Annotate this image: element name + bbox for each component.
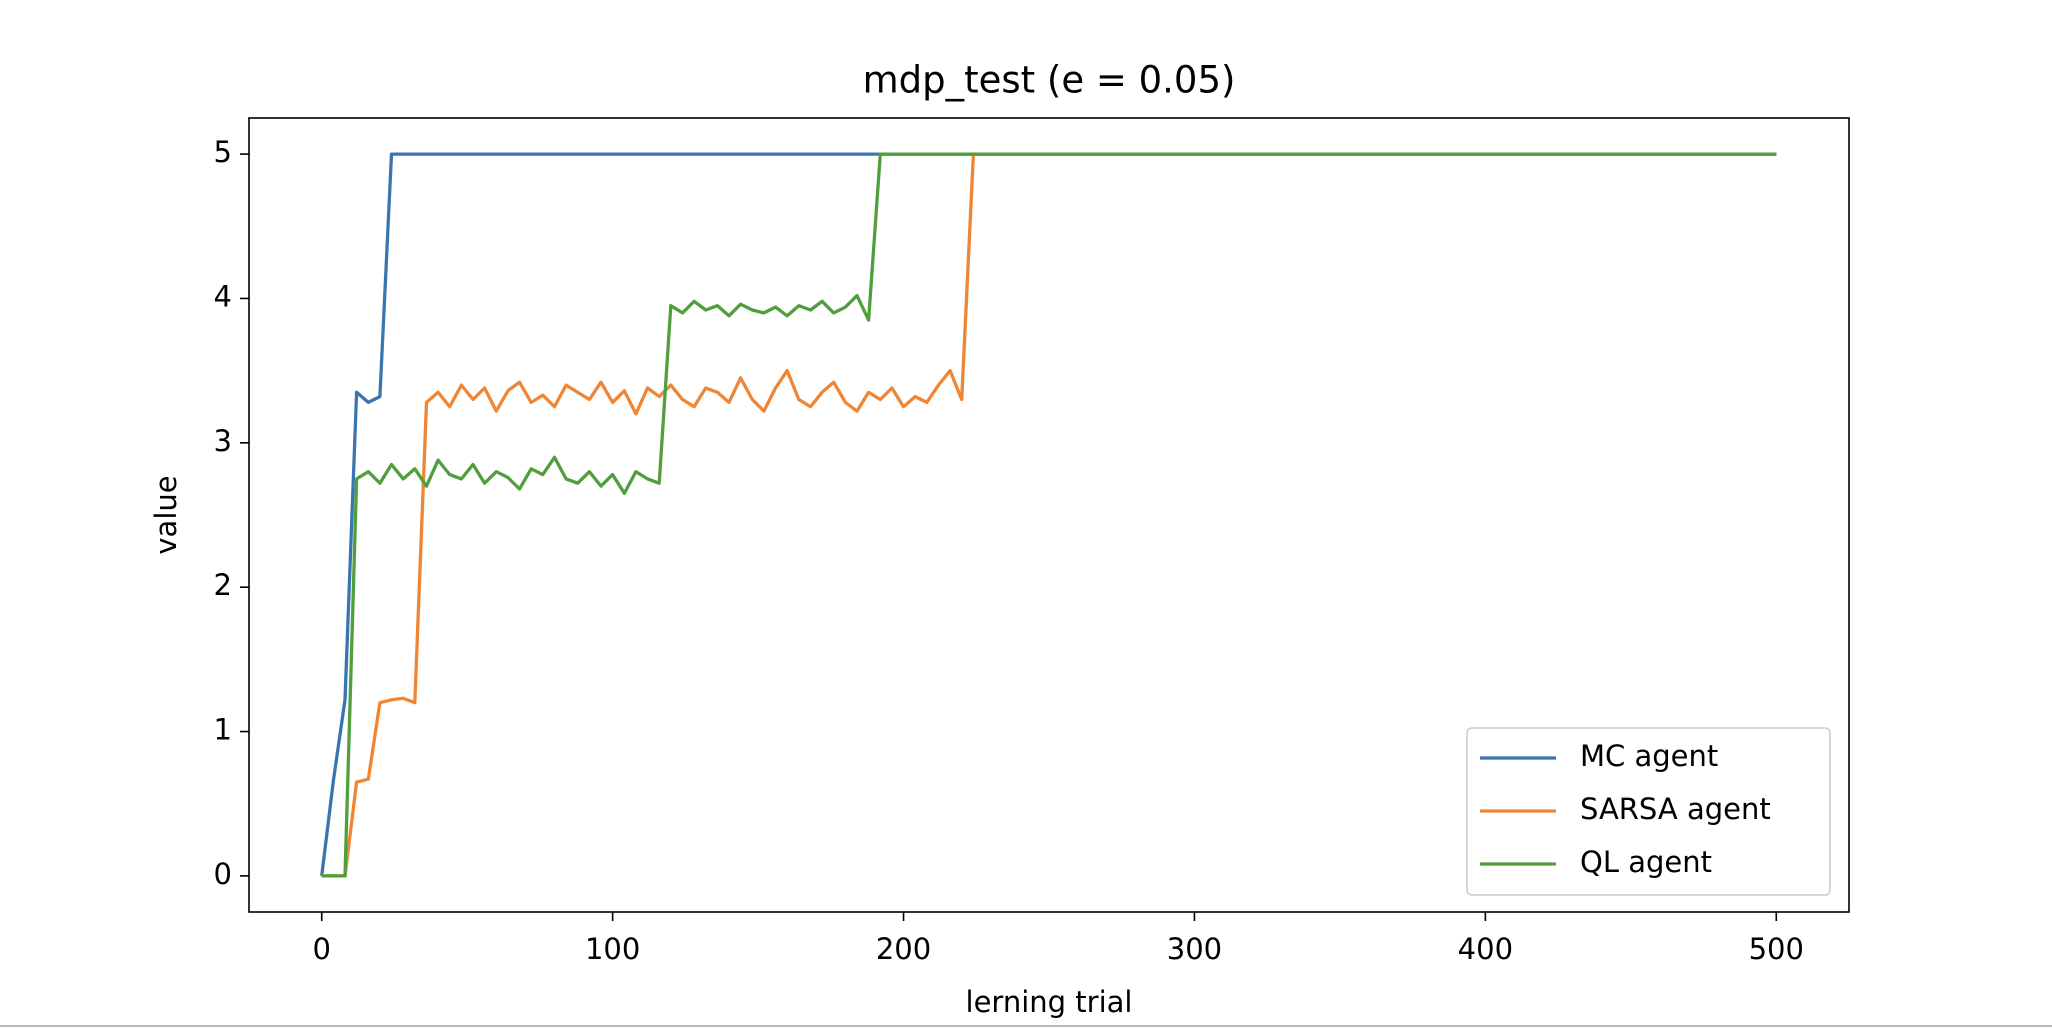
y-tick-label: 4: [214, 279, 232, 313]
legend-label: MC agent: [1580, 739, 1718, 773]
y-tick-label: 0: [214, 857, 232, 891]
y-tick-label: 1: [214, 713, 232, 747]
x-tick-label: 100: [585, 932, 640, 966]
plot-frame: [248, 117, 1850, 913]
chart-title: mdp_test (e = 0.05): [863, 59, 1236, 102]
x-tick-label: 400: [1458, 932, 1513, 966]
y-tick-label: 3: [214, 424, 232, 458]
legend-label: QL agent: [1580, 845, 1712, 879]
y-tick-label: 2: [214, 568, 232, 602]
x-axis-label: lerning trial: [966, 985, 1133, 1019]
legend-label: SARSA agent: [1580, 792, 1771, 826]
x-tick-label: 200: [876, 932, 931, 966]
x-tick-label: 500: [1749, 932, 1804, 966]
legend-box: [1466, 727, 1831, 896]
line-series: [321, 152, 1777, 878]
x-tick-label: 0: [313, 932, 331, 966]
x-tick-label: 300: [1167, 932, 1222, 966]
line-series: [321, 152, 1777, 878]
y-axis-label: value: [149, 475, 183, 554]
y-tick-label: 5: [214, 135, 232, 169]
